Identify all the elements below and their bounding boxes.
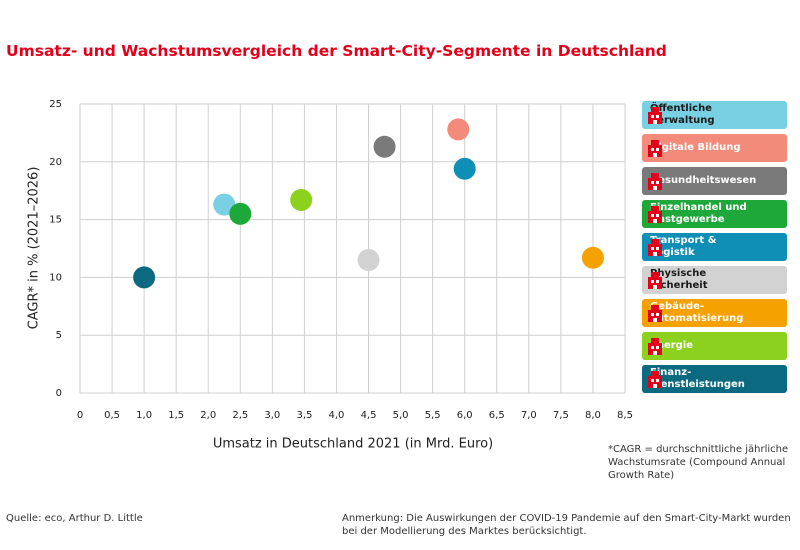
x-tick-label: 5,0 [393,410,409,421]
x-tick-label: 4,0 [329,410,345,421]
point [447,118,470,141]
annotation: Anmerkung: Die Auswirkungen der COVID-19… [342,513,791,537]
y-tick-label: 0 [56,388,62,399]
x-axis-label: Umsatz in Deutschland 2021 (in Mrd. Euro… [213,437,493,452]
x-tick-label: 0,5 [104,410,120,421]
y-axis-label: CAGR* in % (2021–2026) [27,167,42,330]
legend-icon [648,305,662,322]
x-tick-label: 3,0 [264,410,280,421]
legend-item: Physische Sicherheit [642,266,787,294]
legend-item: Öffentliche Verwaltung [642,101,787,129]
point [290,188,313,211]
legend-label: Physische Sicherheit [650,268,708,291]
x-tick-label: 1,5 [168,410,184,421]
legend-label: Energie [650,340,694,351]
legend-item: Gebäude-automatisierung [642,299,787,327]
x-tick-label: 7,5 [553,410,569,421]
y-tick-label: 25 [49,99,62,110]
x-tick-label: 8,5 [617,410,633,421]
legend-label: Transport & Logistik [650,235,717,258]
legend-icon [648,140,662,157]
x-tick-label: 2,0 [200,410,216,421]
x-tick-label: 7,0 [521,410,537,421]
point [213,193,236,216]
legend-item: Energie [642,332,787,360]
x-tick-label: 2,5 [232,410,248,421]
point [229,202,252,225]
x-tick-label: 0 [77,410,83,421]
x-tick-label: 6,5 [489,410,505,421]
point [453,157,476,180]
legend-item: Einzelhandel und Gastgewerbe [642,200,787,228]
chart-title: Umsatz- und Wachstumsvergleich der Smart… [6,42,667,60]
legend-label: Gesundheitswesen [650,175,757,186]
legend-label: Öffentliche Verwaltung [650,103,715,126]
y-tick-label: 5 [56,330,62,341]
y-tick-label: 15 [49,215,62,226]
x-tick-label: 6,0 [457,410,473,421]
point [373,135,396,158]
legend-label: Gebäude-automatisierung [650,301,744,324]
x-tick-label: 1,0 [136,410,152,421]
x-tick-label: 3,5 [296,410,312,421]
x-tick-label: 8,0 [585,410,601,421]
footnote: *CAGR = durchschnittliche jährliche Wach… [608,444,789,481]
legend-item: Gesundheitswesen [642,167,787,195]
legend-icon [648,206,662,223]
point [357,249,380,272]
legend-item: Digitale Bildung [642,134,787,162]
legend-icon [648,371,662,388]
legend-label: Digitale Bildung [650,142,741,153]
point [133,266,156,289]
legend-icon [648,272,662,289]
point [581,246,604,269]
x-tick-label: 4,5 [361,410,377,421]
legend-label: Finanz-dienstleistungen [650,367,745,390]
y-tick-label: 10 [49,272,62,283]
x-tick-label: 5,5 [425,410,441,421]
y-tick-label: 20 [49,157,62,168]
legend-item: Finanz-dienstleistungen [642,365,787,393]
legend-label: Einzelhandel und Gastgewerbe [650,202,747,225]
legend-item: Transport & Logistik [642,233,787,261]
legend-icon [648,173,662,190]
legend-icon [648,239,662,256]
legend-icon [648,338,662,355]
source: Quelle: eco, Arthur D. Little [6,513,143,524]
legend-icon [648,107,662,124]
